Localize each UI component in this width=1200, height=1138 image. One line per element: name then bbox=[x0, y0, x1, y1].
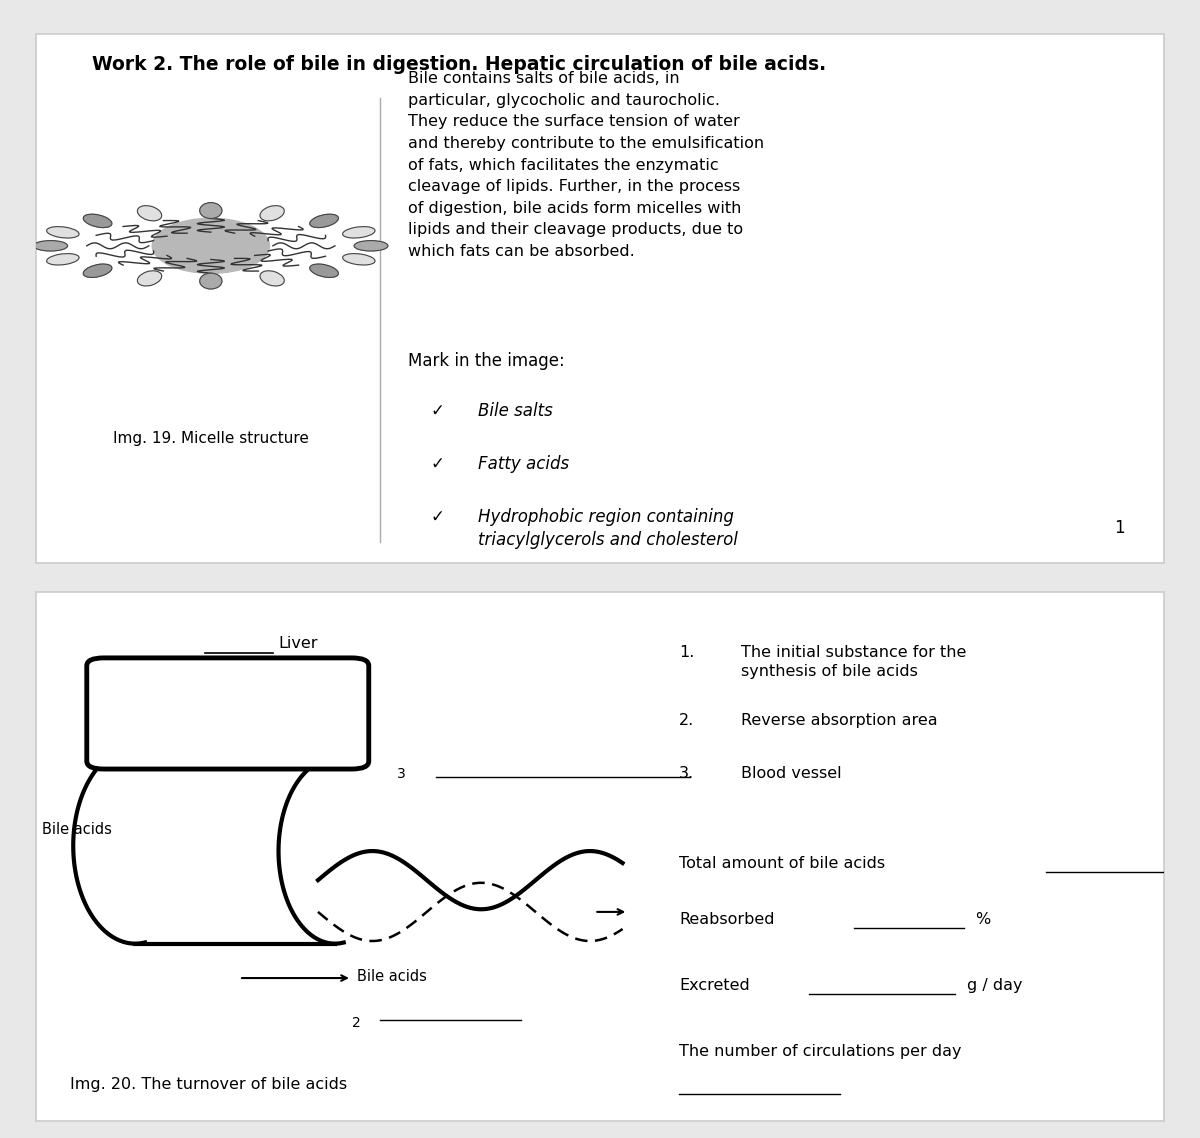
Text: 1: 1 bbox=[121, 693, 130, 707]
Text: 3.: 3. bbox=[679, 766, 694, 782]
Ellipse shape bbox=[310, 264, 338, 278]
Text: Blood vessel: Blood vessel bbox=[742, 766, 841, 782]
Text: The initial substance for the
synthesis of bile acids: The initial substance for the synthesis … bbox=[742, 644, 966, 679]
Ellipse shape bbox=[138, 271, 162, 286]
Text: The number of circulations per day: The number of circulations per day bbox=[679, 1045, 961, 1059]
Text: Bile contains salts of bile acids, in
particular, glycocholic and taurocholic.
T: Bile contains salts of bile acids, in pa… bbox=[408, 72, 764, 259]
Text: Bile salts: Bile salts bbox=[478, 402, 553, 420]
Text: %: % bbox=[976, 912, 990, 927]
Text: ✓: ✓ bbox=[431, 455, 445, 472]
Ellipse shape bbox=[34, 240, 67, 251]
Text: ✓: ✓ bbox=[431, 508, 445, 526]
Text: Img. 20. The turnover of bile acids: Img. 20. The turnover of bile acids bbox=[70, 1077, 347, 1091]
Text: g / day: g / day bbox=[967, 978, 1022, 993]
Text: Total amount of bile acids: Total amount of bile acids bbox=[679, 857, 886, 872]
Text: Reabsorbed: Reabsorbed bbox=[679, 912, 774, 927]
Ellipse shape bbox=[138, 206, 162, 221]
Ellipse shape bbox=[260, 271, 284, 286]
Ellipse shape bbox=[354, 240, 388, 251]
Text: Excreted: Excreted bbox=[679, 978, 750, 993]
Text: Bile acids: Bile acids bbox=[358, 970, 427, 984]
Text: 2.: 2. bbox=[679, 714, 695, 728]
Text: Hydrophobic region containing
triacylglycerols and cholesterol: Hydrophobic region containing triacylgly… bbox=[478, 508, 738, 550]
Ellipse shape bbox=[343, 226, 376, 238]
Text: Bile acids: Bile acids bbox=[42, 823, 112, 838]
Text: ✓: ✓ bbox=[431, 402, 445, 420]
Text: Mark in the image:: Mark in the image: bbox=[408, 352, 565, 370]
Ellipse shape bbox=[47, 226, 79, 238]
Ellipse shape bbox=[47, 254, 79, 265]
Text: Img. 19. Micelle structure: Img. 19. Micelle structure bbox=[113, 431, 308, 446]
Ellipse shape bbox=[260, 206, 284, 221]
Text: 1.: 1. bbox=[679, 644, 695, 660]
Ellipse shape bbox=[343, 254, 376, 265]
Text: Fatty acids: Fatty acids bbox=[478, 455, 569, 472]
Text: Liver: Liver bbox=[278, 636, 318, 651]
Text: 1: 1 bbox=[1114, 519, 1124, 537]
Ellipse shape bbox=[199, 273, 222, 289]
Text: 2: 2 bbox=[352, 1016, 360, 1030]
Ellipse shape bbox=[310, 214, 338, 228]
Ellipse shape bbox=[83, 214, 112, 228]
FancyBboxPatch shape bbox=[36, 592, 1164, 1121]
FancyBboxPatch shape bbox=[86, 658, 368, 769]
Ellipse shape bbox=[83, 264, 112, 278]
Circle shape bbox=[152, 218, 270, 273]
Ellipse shape bbox=[199, 203, 222, 218]
Text: 3: 3 bbox=[397, 767, 406, 782]
Text: Work 2. The role of bile in digestion. Hepatic circulation of bile acids.: Work 2. The role of bile in digestion. H… bbox=[92, 56, 827, 74]
FancyBboxPatch shape bbox=[36, 34, 1164, 563]
Text: Reverse absorption area: Reverse absorption area bbox=[742, 714, 937, 728]
